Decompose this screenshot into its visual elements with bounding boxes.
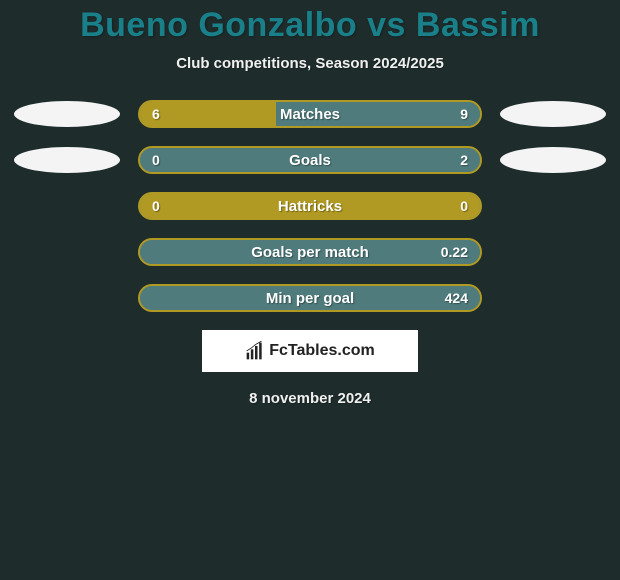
- brand-box[interactable]: FcTables.com: [202, 330, 418, 372]
- bar-fill-left: [140, 194, 480, 218]
- stat-row: Min per goal424: [0, 284, 620, 312]
- footer-date: 8 november 2024: [0, 390, 620, 407]
- spacer: [500, 239, 606, 265]
- spacer: [14, 239, 120, 265]
- brand-text: FcTables.com: [269, 342, 375, 360]
- bar-fill-right: [276, 102, 480, 126]
- spacer: [500, 193, 606, 219]
- spacer: [14, 193, 120, 219]
- stat-row: Goals02: [0, 146, 620, 174]
- page-title: Bueno Gonzalbo vs Bassim: [0, 0, 620, 45]
- bar-fill-left: [140, 102, 276, 126]
- player-left-oval: [14, 147, 120, 173]
- bar-fill-right: [140, 240, 480, 264]
- stat-row: Hattricks00: [0, 192, 620, 220]
- spacer: [14, 285, 120, 311]
- stat-bar: Goals02: [138, 146, 482, 174]
- stat-row: Matches69: [0, 100, 620, 128]
- page-subtitle: Club competitions, Season 2024/2025: [0, 55, 620, 72]
- stat-bar: Hattricks00: [138, 192, 482, 220]
- bar-fill-right: [140, 148, 480, 172]
- bar-chart-icon: [245, 341, 265, 361]
- stat-bar: Min per goal424: [138, 284, 482, 312]
- player-right-oval: [500, 101, 606, 127]
- stat-bar: Goals per match0.22: [138, 238, 482, 266]
- comparison-page: Bueno Gonzalbo vs Bassim Club competitio…: [0, 0, 620, 580]
- stat-rows: Matches69 Goals02 Hattricks00 Goals per mat…: [0, 100, 620, 312]
- stat-row: Goals per match0.22: [0, 238, 620, 266]
- bar-fill-right: [140, 286, 480, 310]
- spacer: [500, 285, 606, 311]
- player-right-oval: [500, 147, 606, 173]
- stat-bar: Matches69: [138, 100, 482, 128]
- player-left-oval: [14, 101, 120, 127]
